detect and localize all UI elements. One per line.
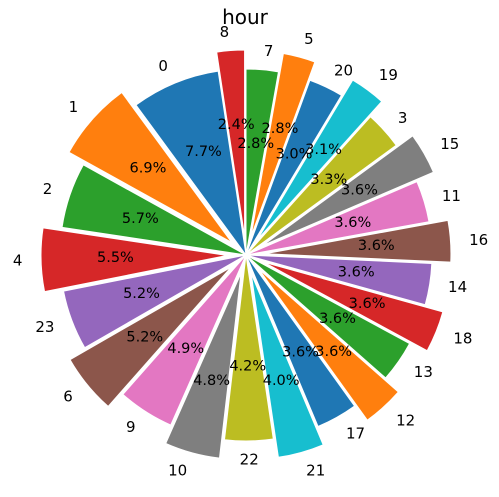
pie-slice-8 <box>216 49 246 237</box>
pie-slice-15 <box>262 135 435 247</box>
category-label-5: 5 <box>304 30 314 48</box>
category-label-11: 11 <box>442 187 461 205</box>
pie-slice-6 <box>69 266 232 408</box>
percent-label-11: 3.6% <box>334 215 371 231</box>
category-label-3: 3 <box>398 109 408 127</box>
pie-slice-11 <box>245 180 430 256</box>
pie-slice-9 <box>122 254 247 426</box>
pie-slice-3 <box>245 116 397 256</box>
category-label-0: 0 <box>158 57 168 75</box>
pie-slice-23 <box>62 254 247 349</box>
category-label-22: 22 <box>240 451 259 469</box>
pie-slice-7 <box>245 68 280 256</box>
pie-slice-20 <box>245 79 343 256</box>
percent-label-17: 3.6% <box>282 344 319 360</box>
category-label-2: 2 <box>43 180 53 198</box>
category-label-12: 12 <box>396 412 415 430</box>
pie-slice-21 <box>250 273 324 458</box>
pie-slice-10 <box>165 273 242 459</box>
pie-slice-1 <box>68 91 233 243</box>
category-label-13: 13 <box>414 363 433 381</box>
percent-label-4: 5.5% <box>97 250 134 266</box>
pie-slice-17 <box>245 254 356 428</box>
category-label-15: 15 <box>440 135 459 153</box>
pie-slice-5 <box>250 52 316 237</box>
percent-label-1: 6.9% <box>130 161 167 177</box>
percent-label-23: 5.2% <box>123 286 160 302</box>
percent-label-22: 4.2% <box>229 359 266 375</box>
category-label-8: 8 <box>220 23 230 41</box>
percent-label-5: 2.8% <box>262 121 299 137</box>
percent-label-19: 3.1% <box>305 142 342 158</box>
category-label-16: 16 <box>469 231 488 249</box>
percent-labels: 2.4%7.7%6.9%5.7%5.5%5.2%5.2%4.9%4.8%4.2%… <box>97 117 395 389</box>
pie-slice-12 <box>258 268 400 421</box>
pie-slice-0 <box>135 70 247 256</box>
pie-slice-2 <box>61 164 247 256</box>
percent-label-13: 3.6% <box>319 311 356 327</box>
chart-title: hour <box>222 5 269 29</box>
percent-label-14: 3.6% <box>338 265 375 281</box>
percent-label-7: 2.8% <box>237 136 274 152</box>
category-label-18: 18 <box>453 330 472 348</box>
pie-slices <box>40 49 452 459</box>
pie-slice-18 <box>263 261 444 352</box>
pie-slice-13 <box>245 254 411 379</box>
category-label-23: 23 <box>35 318 54 336</box>
category-label-14: 14 <box>448 278 467 296</box>
category-label-1: 1 <box>69 98 79 116</box>
percent-label-10: 4.8% <box>193 373 230 389</box>
percent-label-16: 3.6% <box>358 238 395 254</box>
category-label-10: 10 <box>168 462 187 480</box>
percent-label-3: 3.3% <box>310 172 347 188</box>
category-label-21: 21 <box>306 461 325 479</box>
percent-label-2: 5.7% <box>122 211 159 227</box>
category-label-20: 20 <box>334 61 353 79</box>
percent-label-0: 7.7% <box>185 144 222 160</box>
pie-slice-19 <box>256 79 383 241</box>
category-label-17: 17 <box>346 425 365 443</box>
category-label-19: 19 <box>379 66 398 84</box>
pie-slice-4 <box>40 227 228 293</box>
percent-label-18: 3.6% <box>349 296 386 312</box>
percent-label-6: 5.2% <box>126 330 163 346</box>
category-label-9: 9 <box>126 418 136 436</box>
percent-label-15: 3.6% <box>341 182 378 198</box>
pie-slice-16 <box>264 219 452 263</box>
percent-label-21: 4.0% <box>263 373 300 389</box>
percent-label-20: 3.0% <box>276 146 313 162</box>
percent-label-12: 3.6% <box>315 344 352 360</box>
pie-slice-14 <box>245 254 433 306</box>
category-label-4: 4 <box>13 251 23 269</box>
percent-label-9: 4.9% <box>167 341 204 357</box>
percent-label-8: 2.4% <box>218 117 255 133</box>
category-label-6: 6 <box>63 387 73 405</box>
pie-slice-22 <box>223 254 274 442</box>
category-label-7: 7 <box>264 42 274 60</box>
